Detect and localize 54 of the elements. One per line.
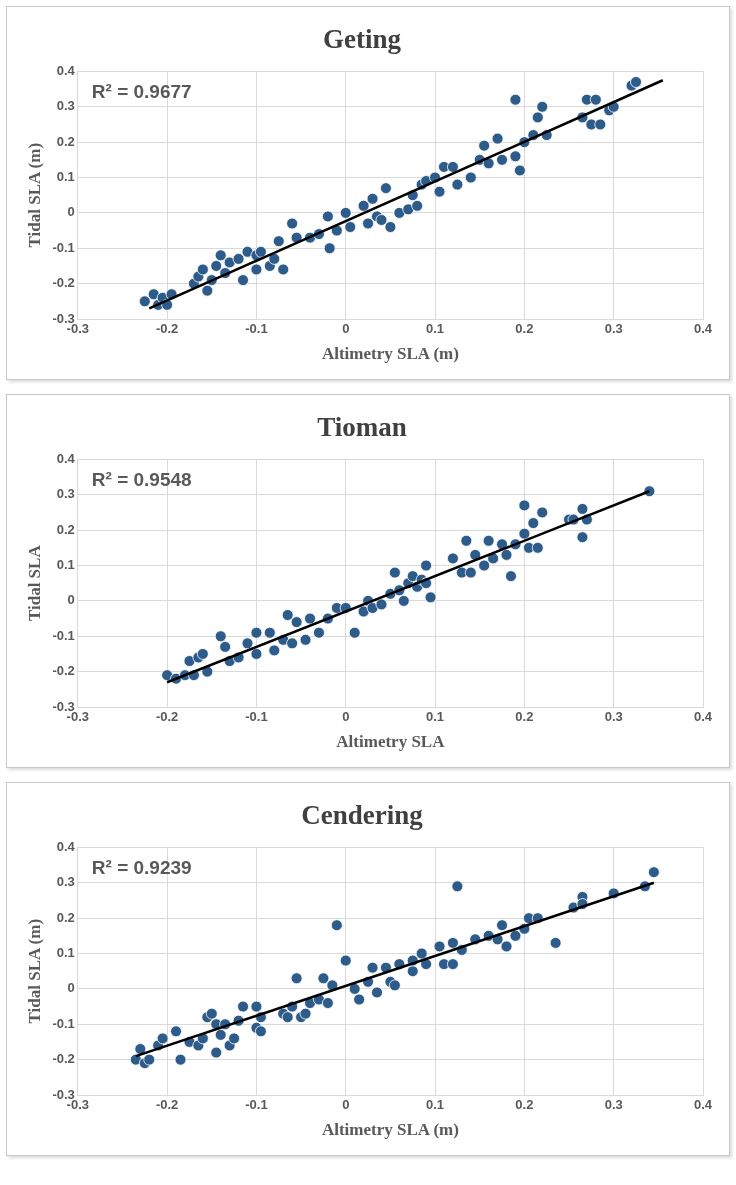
x-axis-title: Altimetry SLA — [336, 732, 446, 752]
y-tick-label: 0.4 — [56, 838, 76, 854]
y-tick-label: 0 — [67, 980, 75, 996]
chart-title: Geting — [323, 24, 402, 55]
x-tick-label: -0.1 — [245, 709, 268, 725]
y-tick-label: 0 — [67, 204, 75, 220]
y-tick-label: 0.2 — [56, 909, 75, 925]
y-tick-label: 0.1 — [56, 169, 75, 185]
x-tick-label: 0.3 — [604, 1097, 623, 1113]
x-tick-label: -0.1 — [245, 321, 268, 337]
y-axis-title: Tidal SLA (m) — [24, 918, 44, 1024]
y-tick-label: 0.3 — [56, 486, 75, 502]
y-tick-label: -0.1 — [52, 1015, 75, 1031]
y-tick-label: 0.3 — [56, 98, 75, 114]
y-tick-label: -0.2 — [52, 663, 75, 679]
y-tick-label: -0.1 — [52, 239, 75, 255]
chart-title: Tioman — [317, 412, 407, 443]
annotation: R² = 0.9239 — [91, 857, 192, 879]
chart-title: Cendering — [301, 800, 424, 831]
x-tick-label: 0.2 — [515, 709, 534, 725]
y-tick-label: 0.3 — [56, 874, 75, 890]
x-tick-label: -0.2 — [155, 709, 179, 725]
y-tick-label: 0 — [67, 592, 75, 608]
x-tick-label: 0.1 — [426, 709, 445, 725]
x-tick-label: 0.3 — [604, 709, 623, 725]
y-tick-label: -0.1 — [52, 627, 75, 643]
y-tick-label: 0.4 — [56, 62, 76, 78]
x-axis-title: Altimetry SLA (m) — [321, 1120, 459, 1140]
y-tick-label: 0.4 — [56, 450, 76, 466]
annotation: R² = 0.9548 — [91, 469, 192, 491]
x-tick-label: 0.4 — [693, 709, 713, 725]
x-tick-label: -0.2 — [155, 1097, 179, 1113]
y-tick-label: 0.1 — [56, 557, 75, 573]
x-tick-label: 0 — [342, 321, 350, 337]
x-tick-label: 0 — [342, 1097, 350, 1113]
y-tick-label: 0.2 — [56, 521, 75, 537]
y-axis-title: Tidal SLA (m) — [24, 142, 44, 248]
y-tick-label: 0.1 — [56, 945, 75, 961]
y-tick-label: 0.2 — [56, 133, 75, 149]
x-tick-label: 0 — [342, 709, 350, 725]
x-tick-label: -0.1 — [245, 1097, 268, 1113]
x-tick-label: 0.4 — [693, 321, 713, 337]
x-tick-label: 0.4 — [693, 1097, 713, 1113]
x-tick-label: -0.2 — [155, 321, 179, 337]
annotation: R² = 0.9677 — [91, 81, 192, 103]
y-tick-label: -0.2 — [52, 1051, 75, 1067]
y-axis-title: Tidal SLA — [24, 544, 44, 622]
x-tick-label: 0.1 — [426, 1097, 445, 1113]
y-tick-label: -0.2 — [52, 275, 75, 291]
x-tick-label: 0.2 — [515, 321, 534, 337]
x-tick-label: 0.1 — [426, 321, 445, 337]
x-tick-label: 0.3 — [604, 321, 623, 337]
x-axis-title: Altimetry SLA (m) — [321, 344, 459, 364]
x-tick-label: 0.2 — [515, 1097, 534, 1113]
